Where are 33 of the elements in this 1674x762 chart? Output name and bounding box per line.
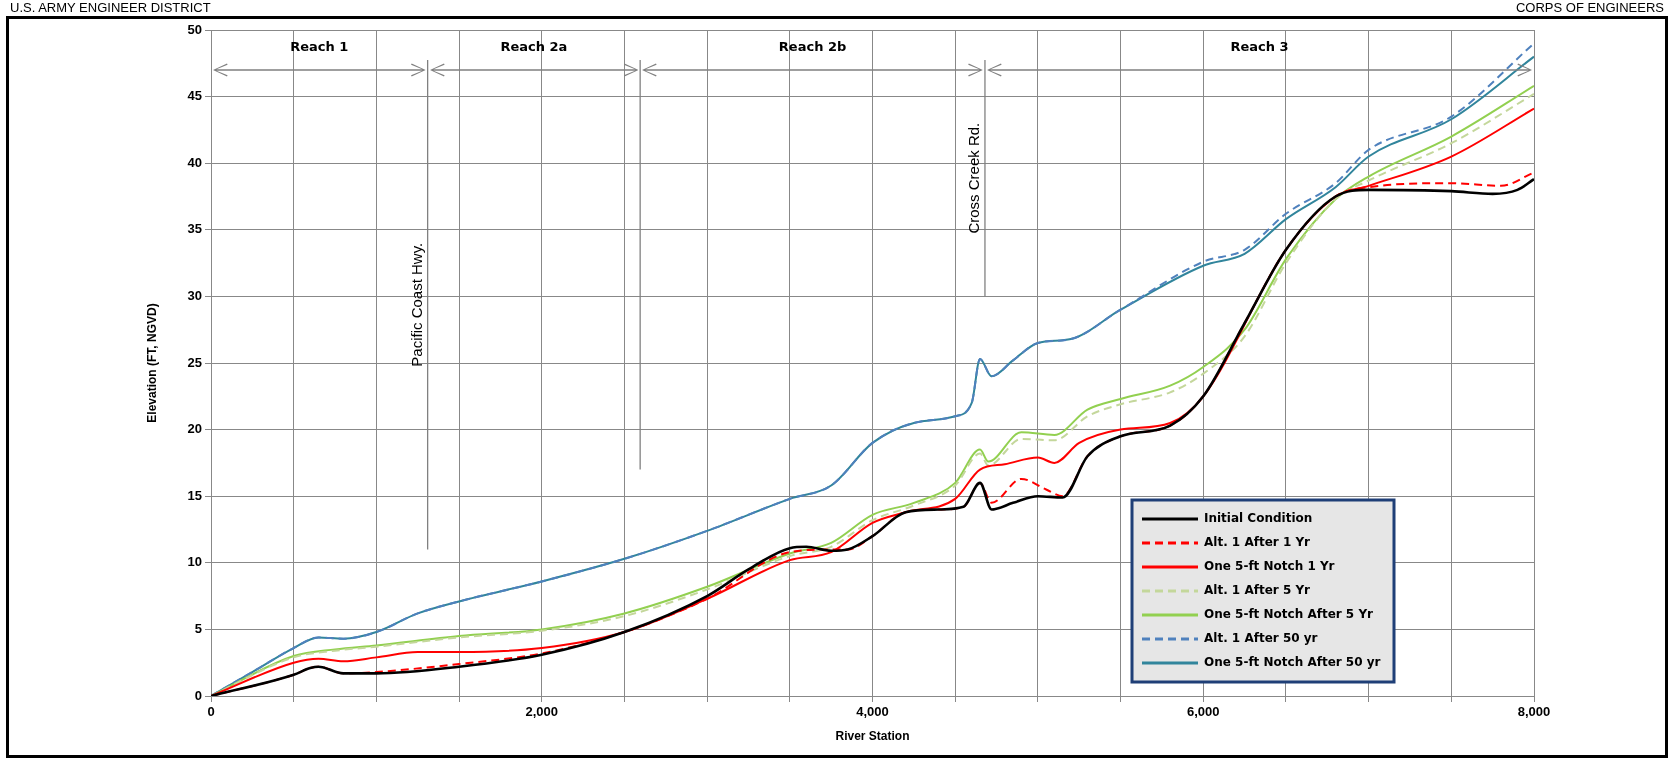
x-tick-label: 8,000 [1517,704,1551,720]
text: CORPS OF ENGINEERS [1515,0,1664,16]
y-tick-label: 15 [187,487,202,503]
ref-line-label: Cross Creek Rd. [965,122,983,234]
y-axis-title: Elevation (FT, NGVD) [144,303,159,423]
y-tick-label: 5 [194,620,202,636]
text: U.S. ARMY ENGINEER DISTRICT [10,0,211,16]
legend-label: Alt. 1 After 50 yr [1204,631,1318,646]
legend-label: Alt. 1 After 5 Yr [1204,583,1311,598]
y-tick-label: 10 [187,554,202,570]
annotation: Reach 1 [290,39,349,55]
x-tick-label: 2,000 [525,704,559,720]
legend-label: One 5-ft Notch After 50 yr [1204,655,1381,670]
legend-label: Alt. 1 After 1 Yr [1204,535,1311,550]
y-tick-label: 45 [187,88,202,104]
y-tick-label: 25 [187,354,202,370]
y-tick-label: 35 [187,221,202,237]
y-tick-label: 50 [187,21,202,37]
x-tick-label: 4,000 [856,704,889,720]
annotation: Reach 2a [500,39,568,55]
ref-line-label: Pacific Coast Hwy. [407,242,425,367]
x-tick-label: 0 [207,704,215,720]
y-tick-label: 0 [194,687,202,703]
x-axis-title: River Station [835,729,910,744]
y-tick-label: 30 [187,287,202,303]
legend-label: One 5-ft Notch After 5 Yr [1204,607,1374,622]
legend-label: Initial Condition [1204,511,1313,526]
legend-label: One 5-ft Notch 1 Yr [1204,559,1335,574]
y-tick-label: 40 [187,154,202,170]
x-tick-label: 6,000 [1186,704,1220,720]
annotation: Reach 2b [778,39,847,55]
annotation: Reach 3 [1230,39,1289,55]
y-tick-label: 20 [187,421,202,437]
